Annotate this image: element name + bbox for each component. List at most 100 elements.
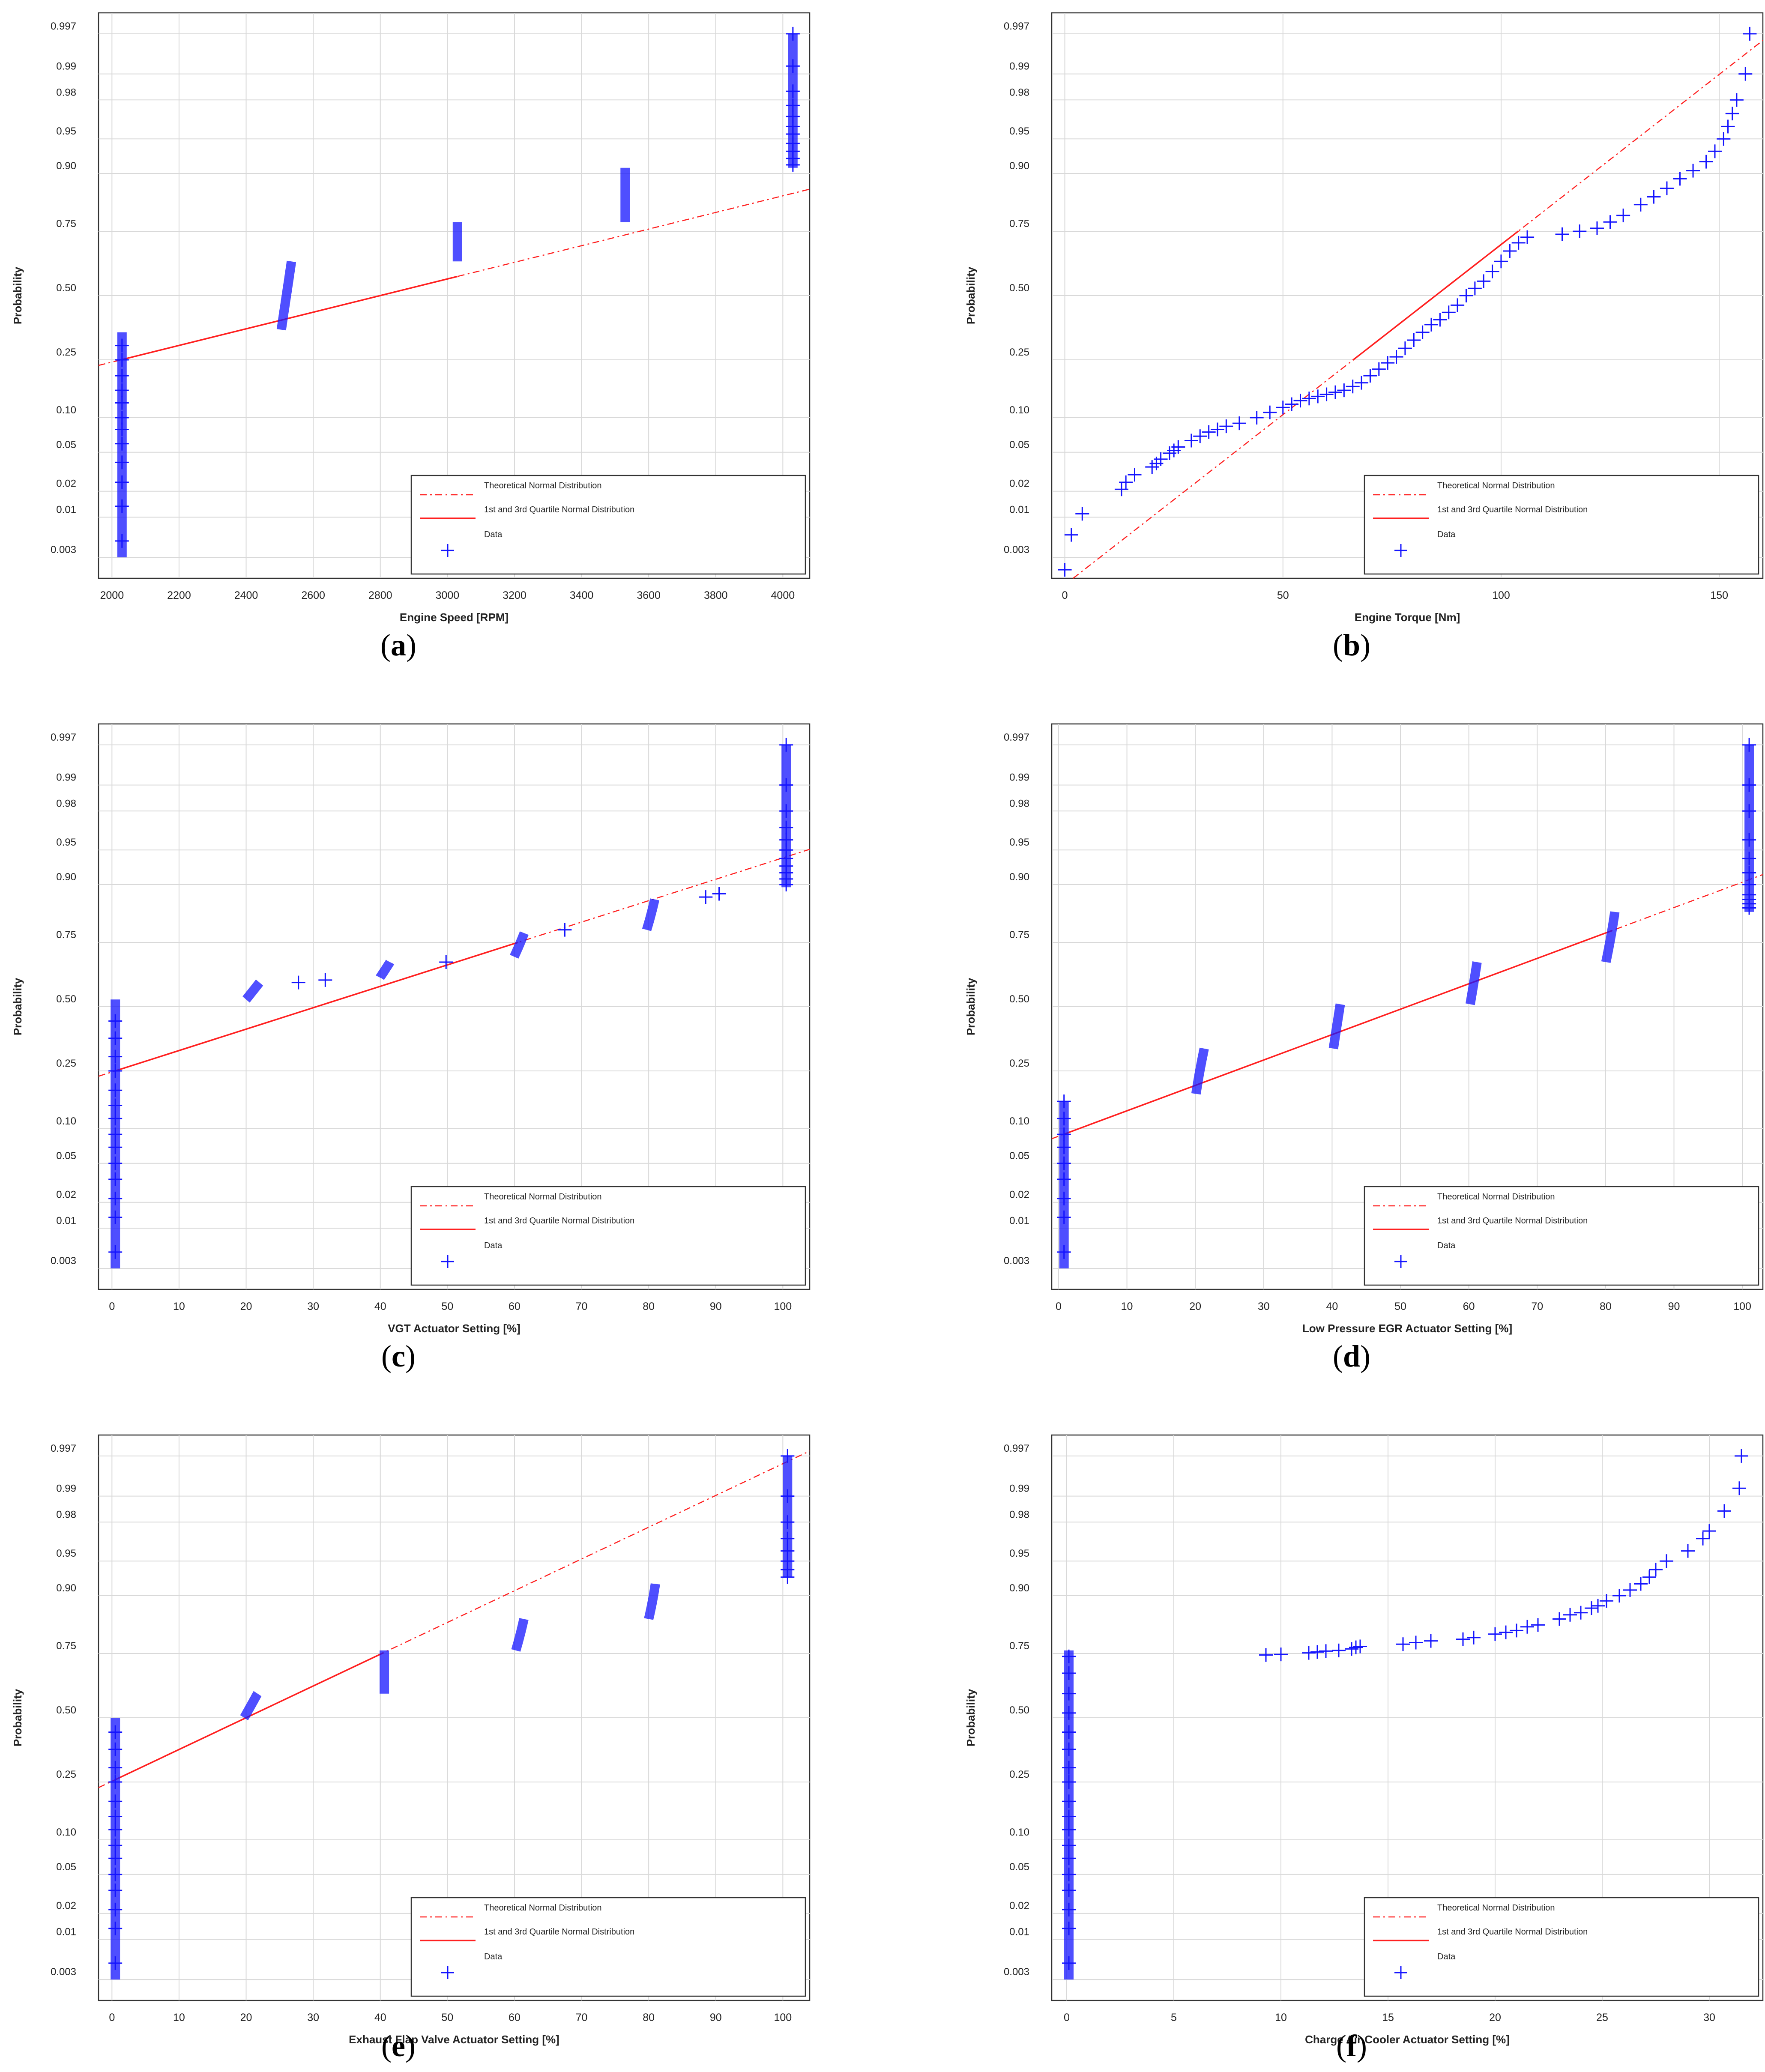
quartile-line [122,275,458,361]
x-tick-label: 0 [1062,589,1068,601]
data-point [1647,190,1661,204]
y-tick-label: 0.25 [1009,347,1029,358]
x-tick-label: 0 [1056,1301,1062,1313]
data-point [1310,1645,1324,1659]
panel-label-open: ( [380,628,391,662]
data-point [1717,1504,1731,1518]
data-point [1742,877,1756,891]
panel-label: (a) [380,628,416,662]
data-point [1302,1646,1316,1660]
data-point [439,955,453,969]
y-tick-label: 0.003 [51,1966,76,1978]
data-point [108,1172,123,1186]
y-tick-label: 0.05 [1009,1861,1029,1873]
panel-label-close: ) [406,628,416,662]
quartile-line [115,942,518,1072]
data-point [1574,1606,1588,1620]
x-tick-label: 30 [1703,2012,1715,2024]
data-point [1633,197,1648,212]
y-tick-label: 0.50 [56,282,76,294]
data-cluster [1601,911,1620,963]
data-point [108,1775,123,1789]
y-tick-label: 0.25 [1009,1058,1029,1069]
y-tick-label: 0.01 [1009,1926,1029,1937]
legend: Theoretical Normal Distribution 1st and 3… [410,475,806,575]
y-axis-label: Probability [11,266,24,324]
y-tick-label: 0.25 [56,1058,76,1069]
y-tick-label: 0.02 [56,478,76,490]
data-point [1396,1637,1410,1651]
x-tick-label: 80 [643,2012,655,2024]
data-point [1062,1851,1076,1866]
data-point [1451,298,1465,312]
x-axis-label: Engine Torque [Nm] [1355,611,1460,624]
data-point [108,1014,123,1028]
y-tick-label: 0.90 [1009,160,1029,172]
data-point [108,1902,123,1917]
legend: Theoretical Normal Distribution 1st and 3… [1364,1186,1759,1286]
data-point [786,99,800,113]
legend-data-label: Data [1437,1952,1456,1961]
data-point [108,1921,123,1935]
y-tick-label: 0.997 [51,1443,76,1454]
y-tick-label: 0.10 [1009,404,1029,416]
panel-label-close: ) [405,2029,416,2063]
data-point [1184,434,1198,448]
legend-theoretical-label: Theoretical Normal Distribution [484,481,602,490]
data-point [1062,1649,1076,1663]
y-tick-label: 0.01 [56,504,76,515]
data-point [1398,341,1412,356]
y-tick-label: 0.003 [51,544,76,556]
data-point [1057,1156,1071,1170]
legend-quartile-label: 1st and 3rd Quartile Normal Distribution [484,1216,634,1226]
data-point [108,1191,123,1205]
data-point [115,534,129,548]
data-point [1612,1588,1626,1603]
data-point [108,1049,123,1064]
legend-box [1364,475,1759,575]
x-axis-label: Charge Air Cooler Actuator Setting [%] [1305,2033,1510,2046]
x-tick-label: 10 [1275,2012,1287,2024]
x-tick-label: 40 [374,1301,386,1313]
panel-label-letter: c [392,1339,405,1373]
data-cluster [1328,1003,1345,1049]
data-point [1075,507,1089,521]
x-tick-label: 2200 [167,589,191,601]
data-point [108,1809,123,1824]
x-tick-label: 30 [1258,1301,1270,1313]
legend-data-swatch [441,544,454,557]
data-point [1062,1686,1076,1701]
data-point [1057,1210,1071,1224]
y-tick-label: 0.25 [56,1769,76,1780]
y-axis-label: Probability [964,978,977,1035]
data-point [1389,350,1403,364]
y-tick-label: 0.99 [1009,1483,1029,1495]
data-point [1114,482,1128,496]
data-point [1590,221,1604,235]
legend-quartile-label: 1st and 3rd Quartile Normal Distribution [1437,1216,1588,1226]
y-tick-label: 0.99 [56,61,76,72]
x-tick-label: 2400 [234,589,258,601]
y-tick-label: 0.50 [1009,282,1029,294]
data-point [1202,425,1216,439]
legend-quartile-label: 1st and 3rd Quartile Normal Distribution [1437,505,1588,514]
x-tick-label: 0 [109,1301,115,1313]
data-point [1686,164,1700,178]
data-point [1717,132,1731,146]
data-point [1563,1608,1577,1622]
panel-label: (e) [381,2029,416,2063]
y-tick-label: 0.50 [56,1704,76,1716]
panel-label-close: ) [1360,1339,1370,1373]
data-point [1232,416,1246,431]
legend-data-swatch [1394,1966,1407,1979]
data-point [1409,1635,1423,1650]
x-tick-label: 3600 [637,589,661,601]
data-point [1433,313,1447,327]
legend-box [1364,1186,1759,1286]
y-tick-label: 0.997 [51,732,76,743]
data-point [1057,1245,1071,1259]
data-point [779,738,793,752]
x-tick-label: 3400 [570,589,594,601]
data-point [1531,1618,1545,1632]
panel-label-close: ) [405,1339,416,1373]
